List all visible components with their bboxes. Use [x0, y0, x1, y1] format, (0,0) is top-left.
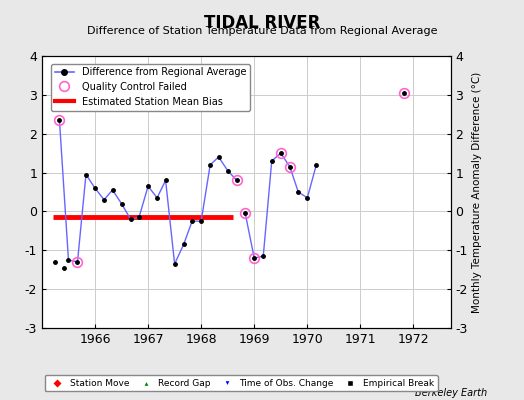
Legend: Station Move, Record Gap, Time of Obs. Change, Empirical Break: Station Move, Record Gap, Time of Obs. C… [45, 375, 438, 392]
Text: TIDAL RIVER: TIDAL RIVER [204, 14, 320, 32]
Text: Berkeley Earth: Berkeley Earth [415, 388, 487, 398]
Text: Difference of Station Temperature Data from Regional Average: Difference of Station Temperature Data f… [87, 26, 437, 36]
Y-axis label: Monthly Temperature Anomaly Difference (°C): Monthly Temperature Anomaly Difference (… [472, 71, 482, 313]
Legend: Difference from Regional Average, Quality Control Failed, Estimated Station Mean: Difference from Regional Average, Qualit… [51, 64, 250, 111]
